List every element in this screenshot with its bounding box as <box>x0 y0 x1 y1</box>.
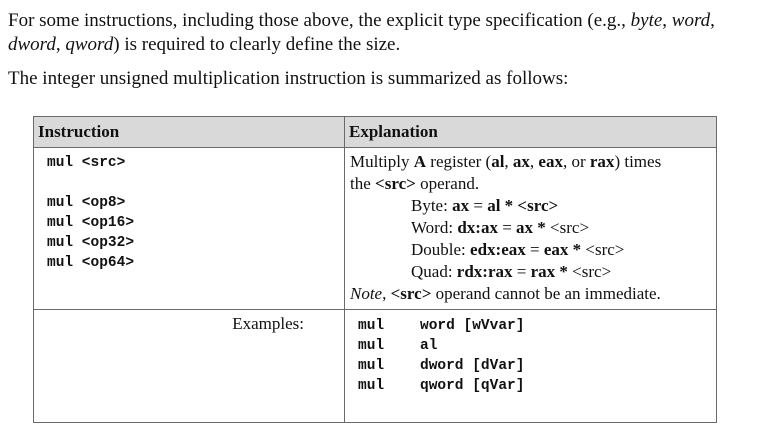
separator: , <box>710 10 715 31</box>
intro-text: For some instructions, including those a… <box>8 10 631 31</box>
case-quad: Quad: rdx:rax = rax * <src> <box>411 262 612 281</box>
instruction-form: mul <op8> <box>47 195 126 211</box>
type-byte: byte <box>630 10 663 31</box>
table-header-row: Instruction Explanation <box>33 116 717 148</box>
instruction-form: mul <op16> <box>47 215 135 231</box>
header-explanation: Explanation <box>344 116 717 148</box>
header-instruction: Instruction <box>33 116 345 148</box>
explanation-line: the <src> operand. <box>350 174 480 193</box>
mul-instruction-table: Instruction Explanation mul <src> mul <o… <box>33 116 717 423</box>
type-dword: dword <box>8 34 56 55</box>
instruction-cell: mul <src> mul <op8> mul <op16> mul <op32… <box>33 147 345 310</box>
type-qword: qword <box>65 34 114 55</box>
explanation-line: Multiply A register (al, ax, eax, or rax… <box>350 152 662 171</box>
intro-text-end: ) is required to clearly define the size… <box>113 34 401 55</box>
example-line: mul dword [dVar] <box>358 358 525 374</box>
example-line: mul word [wVvar] <box>358 318 525 334</box>
summary-paragraph: The integer unsigned multiplication inst… <box>8 68 569 89</box>
instruction-form: mul <op32> <box>47 235 135 251</box>
table-row: mul <src> mul <op8> mul <op16> mul <op32… <box>33 147 717 310</box>
separator: , <box>55 34 66 55</box>
example-line: mul al <box>358 338 438 354</box>
explanation-cell: Multiply A register (al, ax, eax, or rax… <box>344 147 717 310</box>
case-byte: Byte: ax = al * <src> <box>411 196 559 215</box>
instruction-general: mul <src> <box>47 155 126 171</box>
case-double: Double: edx:eax = eax * <src> <box>411 240 625 259</box>
table-row: Examples: mul word [wVvar] mul al mul dword… <box>33 309 717 423</box>
separator: , <box>662 10 672 31</box>
examples-cell: mul word [wVvar] mul al mul dword [dVar] mu… <box>344 309 717 423</box>
intro-paragraph: For some instructions, including those a… <box>8 9 752 57</box>
type-word: word <box>671 10 711 31</box>
case-word: Word: dx:ax = ax * <src> <box>411 218 590 237</box>
examples-label: Examples: <box>33 309 345 423</box>
explanation-note: Note, <src> operand cannot be an immedia… <box>350 284 661 303</box>
example-line: mul qword [qVar] <box>358 378 525 394</box>
instruction-form: mul <op64> <box>47 255 135 271</box>
